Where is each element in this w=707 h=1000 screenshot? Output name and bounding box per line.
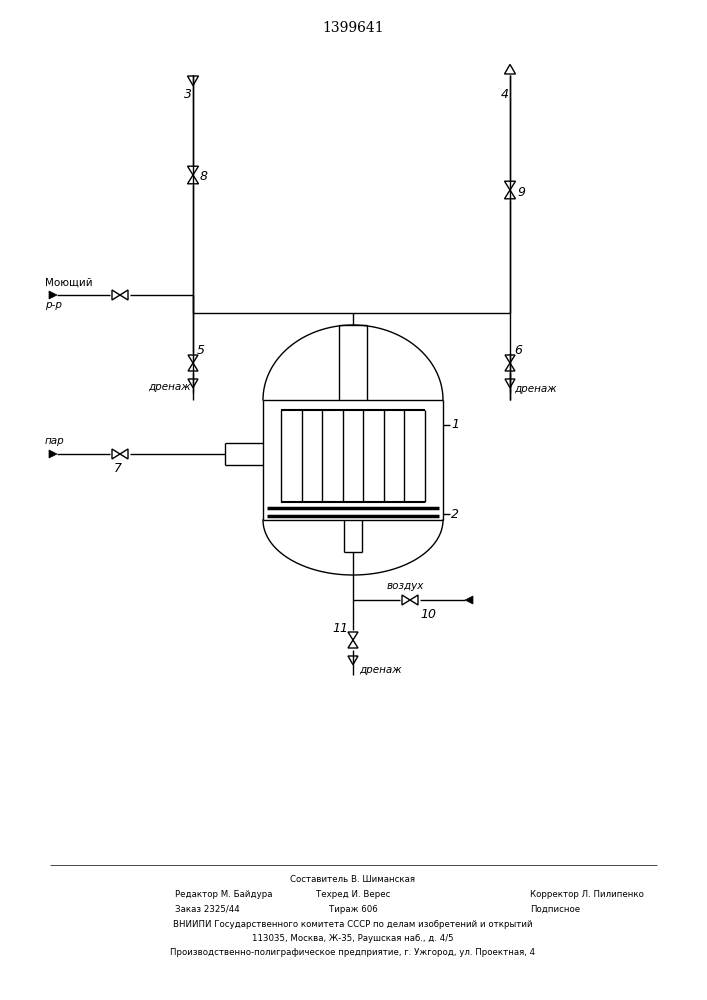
Text: 2: 2 xyxy=(451,508,459,520)
Text: Корректор Л. Пилипенко: Корректор Л. Пилипенко xyxy=(530,890,644,899)
Text: 10: 10 xyxy=(420,607,436,620)
Text: Составитель В. Шиманская: Составитель В. Шиманская xyxy=(291,875,416,884)
Text: 9: 9 xyxy=(517,186,525,198)
Text: 1: 1 xyxy=(451,418,459,432)
Text: 11: 11 xyxy=(332,621,348,635)
Text: Заказ 2325/44: Заказ 2325/44 xyxy=(175,905,240,914)
Text: 7: 7 xyxy=(114,462,122,475)
Text: дренаж: дренаж xyxy=(359,665,402,675)
Text: 113035, Москва, Ж-35, Раушская наб., д. 4/5: 113035, Москва, Ж-35, Раушская наб., д. … xyxy=(252,934,454,943)
Text: Производственно-полиграфическое предприятие, г. Ужгород, ул. Проектная, 4: Производственно-полиграфическое предприя… xyxy=(170,948,536,957)
Text: 6: 6 xyxy=(514,344,522,358)
Text: 4: 4 xyxy=(501,89,509,102)
Polygon shape xyxy=(49,291,57,299)
Text: дренаж: дренаж xyxy=(514,384,556,394)
Text: 8: 8 xyxy=(200,170,208,184)
Text: 1399641: 1399641 xyxy=(322,21,384,35)
Text: 3: 3 xyxy=(184,89,192,102)
Text: ВНИИПИ Государственного комитета СССР по делам изобретений и открытий: ВНИИПИ Государственного комитета СССР по… xyxy=(173,920,533,929)
Text: Тираж 606: Тираж 606 xyxy=(329,905,378,914)
Text: пар: пар xyxy=(45,436,65,446)
Text: Редактор М. Байдура: Редактор М. Байдура xyxy=(175,890,272,899)
Text: 5: 5 xyxy=(197,344,205,358)
Polygon shape xyxy=(465,596,473,604)
Text: воздух: воздух xyxy=(386,581,423,591)
Text: Подписное: Подписное xyxy=(530,905,580,914)
Text: дренаж: дренаж xyxy=(148,382,191,392)
Text: Моющий: Моющий xyxy=(45,278,93,288)
Text: р-р: р-р xyxy=(45,300,62,310)
Text: Техред И. Верес: Техред И. Верес xyxy=(316,890,390,899)
Polygon shape xyxy=(49,450,57,458)
